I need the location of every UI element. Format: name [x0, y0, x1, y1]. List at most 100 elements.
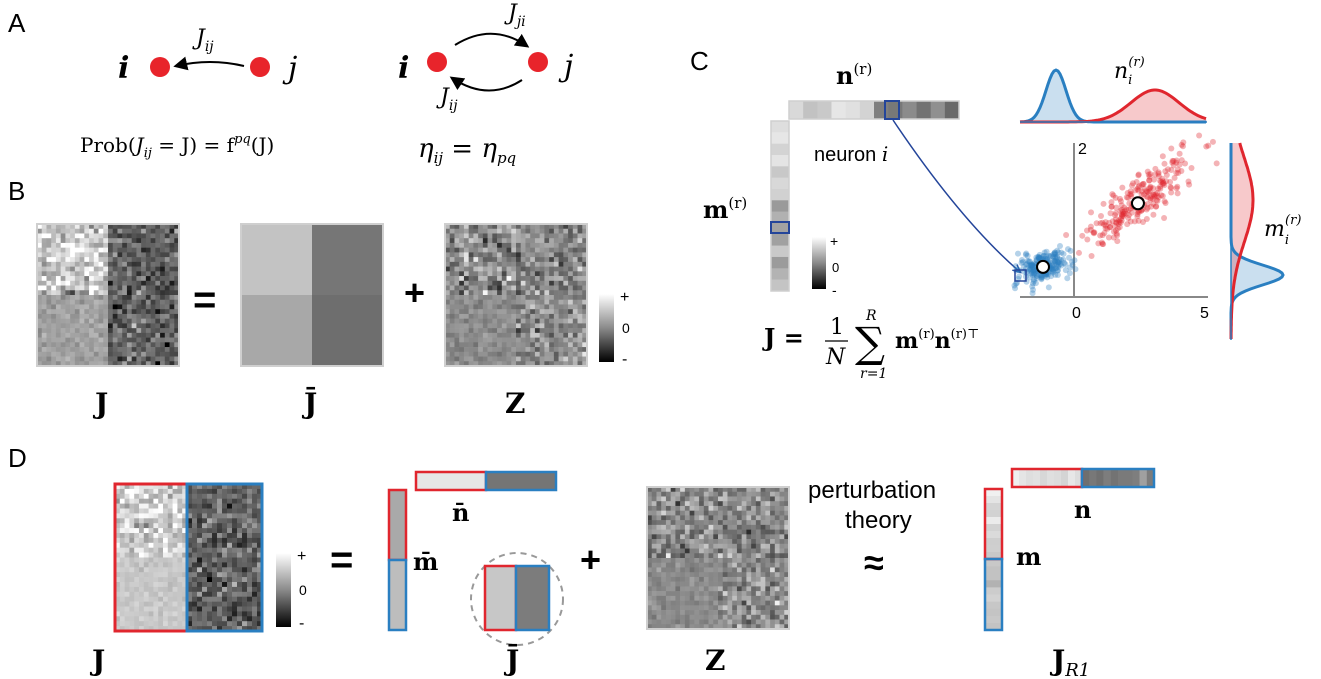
scatter-point-red: [1205, 142, 1212, 149]
label-j-d: J: [89, 644, 105, 677]
scatter-point-blue: [1052, 265, 1059, 272]
scatter-point-red: [1173, 170, 1180, 177]
scatter-point-red: [1125, 207, 1132, 214]
scatter-point-blue: [1057, 260, 1064, 267]
scatter-point-red: [1144, 188, 1151, 195]
scatter-point-red: [1113, 219, 1120, 226]
scatter-point-red: [1105, 234, 1112, 241]
scatter-point-red: [1140, 180, 1147, 187]
scatter-point-blue: [1040, 253, 1047, 260]
edge-ij-label-2: Jij: [436, 85, 458, 114]
scatter-point-red: [1148, 193, 1155, 200]
scatter-point-red: [1135, 217, 1142, 224]
scatter-point-blue: [1054, 267, 1061, 274]
scatter-point-blue: [1049, 264, 1056, 271]
plus-sign-b: +: [404, 272, 425, 313]
scatter-point-red: [1163, 171, 1170, 178]
label-z-d: Z: [705, 644, 725, 677]
matrix-z: [444, 223, 588, 367]
scatter-point-blue: [1037, 254, 1044, 261]
scatter-point-red: [1123, 206, 1130, 213]
scatter-point-red: [1113, 219, 1120, 226]
scatter-point-blue: [1032, 280, 1039, 287]
scatter-point-blue: [1036, 255, 1043, 262]
scatter-point-blue: [1012, 263, 1019, 270]
scatter-point-red: [1100, 241, 1107, 248]
scatter-point-red: [1167, 184, 1174, 191]
rank-formula: J = 1 N ∑ R r=1 m(r)n(r)⊤: [762, 308, 979, 382]
scatter-point-red: [1159, 175, 1166, 182]
scatter-point-blue: [1011, 282, 1018, 289]
colorbar-d: + 0 -: [276, 548, 307, 632]
scatter-point-blue: [1031, 266, 1038, 273]
scatter-point-red: [1135, 187, 1142, 194]
scatter-point-red: [1175, 170, 1182, 177]
label-m-d: m: [1016, 542, 1041, 571]
scatter-point-red: [1127, 191, 1134, 198]
scatter-point-blue: [1019, 259, 1026, 266]
right-marginal-red-curve: [1229, 142, 1255, 339]
scatter-point-red: [1109, 191, 1116, 198]
scatter-point-blue: [1062, 267, 1069, 274]
scatter-point-red: [1196, 132, 1203, 139]
scatter-point-red: [1143, 188, 1150, 195]
scatter-point-blue: [1029, 280, 1036, 287]
label-jbar-d: J̄: [503, 643, 519, 677]
scatter-point-red: [1173, 185, 1180, 192]
matrix-j-d: [113, 482, 264, 633]
scatter-point-red: [1159, 193, 1166, 200]
scatter-point-red: [1091, 229, 1098, 236]
scatter-point-red: [1170, 158, 1177, 165]
y-tick-2: 2: [1078, 141, 1087, 158]
scatter-point-red: [1154, 190, 1161, 197]
scatter-point-red: [1150, 200, 1157, 207]
scatter-point-red: [1173, 157, 1180, 164]
scatter-point-red: [1108, 203, 1115, 210]
scatter-point-red: [1117, 207, 1124, 214]
scatter-point-red: [1140, 219, 1147, 226]
scatter-point-blue: [1056, 243, 1063, 250]
scatter-point-red: [1155, 194, 1162, 201]
scatter-point-red: [1159, 181, 1166, 188]
colorbar-c: + 0 -: [812, 233, 839, 298]
scatter-point-blue: [1030, 267, 1037, 274]
scatter-point-blue: [1064, 246, 1071, 253]
scatter-point-blue: [1036, 251, 1043, 258]
panel-label-d: D: [8, 443, 27, 473]
node-j-2: [528, 52, 548, 72]
scatter-point-red: [1157, 185, 1164, 192]
scatter-point-blue: [1014, 250, 1021, 257]
scatter-point-red: [1124, 221, 1131, 228]
scatter-point-red: [1159, 153, 1166, 160]
scatter-point-red: [1160, 180, 1167, 187]
scatter-point-red: [1203, 143, 1210, 150]
scatter-point-red: [1153, 203, 1160, 210]
panel-label-c: C: [690, 46, 709, 76]
scatter-point-red: [1146, 188, 1153, 195]
scatter-point-blue: [1030, 267, 1037, 274]
scatter-point-red: [1120, 213, 1127, 220]
scatter-point-red: [1173, 159, 1180, 166]
scatter-point-blue: [1055, 249, 1062, 256]
scatter-point-red: [1138, 191, 1145, 198]
scatter-point-blue: [1018, 259, 1025, 266]
scatter-point-red: [1116, 224, 1123, 231]
m-highlight-cell: [770, 221, 790, 234]
scatter-point-blue: [1040, 253, 1047, 260]
scatter-point-red: [1146, 185, 1153, 192]
scatter-point-red: [1135, 171, 1142, 178]
scatter-point-red: [1088, 209, 1095, 216]
scatter-point-blue: [1034, 272, 1041, 279]
scatter-point-red: [1178, 167, 1185, 174]
scatter-point-blue: [1025, 258, 1032, 265]
scatter-point-blue: [1029, 262, 1036, 269]
plus-sign-d: +: [580, 539, 601, 580]
scatter-point-red: [1112, 216, 1119, 223]
scatter-point-red: [1146, 177, 1153, 184]
scatter-point-red: [1114, 238, 1121, 245]
scatter-point-red: [1118, 211, 1125, 218]
scatter-point-blue: [1030, 278, 1037, 285]
label-z-b: Z: [505, 387, 525, 420]
neuron-i-label: neuron i: [814, 142, 888, 166]
svg-text:0: 0: [832, 260, 839, 275]
